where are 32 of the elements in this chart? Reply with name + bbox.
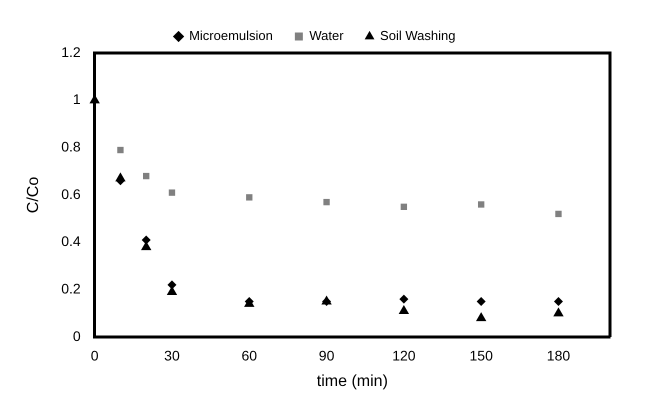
x-tick-label: 150 bbox=[469, 347, 494, 364]
point bbox=[246, 194, 252, 201]
x-tick-label: 120 bbox=[392, 347, 416, 364]
y-tick-label: 0.6 bbox=[61, 186, 81, 202]
point bbox=[554, 297, 563, 306]
point bbox=[323, 198, 330, 206]
legend-label: Microemulsion bbox=[189, 28, 273, 44]
point bbox=[553, 307, 564, 316]
x-axis-title: time (min) bbox=[316, 372, 388, 390]
legend-label: Soil Washing bbox=[380, 28, 456, 44]
point bbox=[400, 204, 408, 210]
point bbox=[478, 201, 484, 208]
x-tick-label: 90 bbox=[318, 347, 335, 364]
y-tick-label: 0.2 bbox=[61, 280, 81, 297]
legend-label: Water bbox=[309, 28, 344, 44]
y-tick-label: 1 bbox=[72, 91, 81, 108]
y-axis-title: C/Co bbox=[25, 176, 42, 214]
point bbox=[143, 172, 150, 180]
y-tick-label: 0.8 bbox=[61, 138, 81, 155]
y-tick-label: 0 bbox=[72, 328, 81, 344]
point bbox=[399, 294, 408, 304]
x-tick-label: 0 bbox=[90, 347, 99, 364]
point bbox=[398, 304, 410, 314]
point bbox=[117, 146, 124, 154]
x-tick-label: 180 bbox=[546, 347, 570, 364]
y-tick-label: 1.2 bbox=[61, 44, 81, 60]
x-tick-label: 30 bbox=[164, 347, 180, 364]
point bbox=[476, 312, 486, 322]
x-tick-label: 60 bbox=[241, 347, 258, 364]
y-tick-label: 0.4 bbox=[61, 233, 81, 250]
point bbox=[168, 189, 176, 196]
point bbox=[476, 297, 486, 306]
